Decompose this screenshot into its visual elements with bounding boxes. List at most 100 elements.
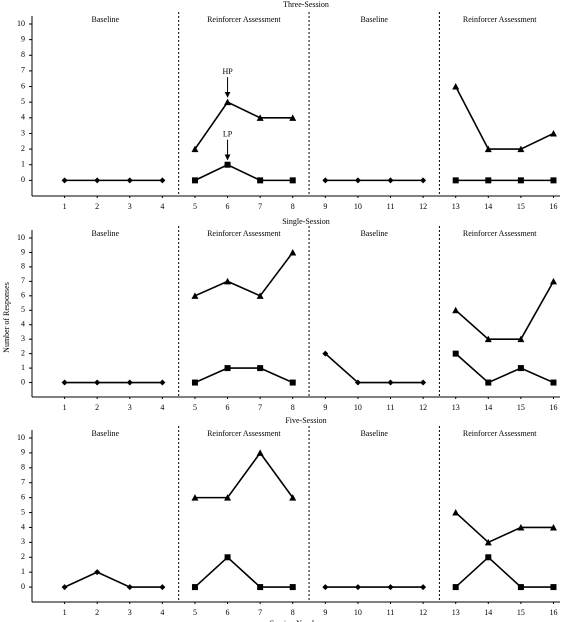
series-line: [194, 251, 555, 340]
x-tick-label: 7: [258, 202, 262, 211]
series-line: [194, 556, 554, 588]
series-line: [64, 353, 424, 384]
x-tick-label: 10: [354, 403, 362, 412]
phase-label: Reinforcer Assessment: [463, 15, 537, 24]
y-tick-label: 9: [21, 448, 25, 457]
marker-triangle: [484, 538, 492, 546]
y-tick-label: 1: [21, 363, 25, 372]
phase-label: Reinforcer Assessment: [207, 229, 281, 238]
marker-diamond: [126, 584, 133, 591]
x-tick-label: 1: [63, 403, 67, 412]
marker-diamond: [159, 379, 166, 386]
marker-diamond: [126, 379, 133, 386]
marker-triangle: [484, 335, 492, 343]
x-tick-label: 7: [258, 608, 262, 617]
y-tick-label: 4: [21, 522, 25, 531]
x-axis-label: Session Number: [270, 619, 323, 622]
marker-diamond: [94, 569, 101, 576]
x-tick-label: 5: [193, 403, 197, 412]
y-tick-label: 1: [21, 567, 25, 576]
y-tick-label: 6: [21, 492, 25, 501]
x-tick-label: 15: [517, 202, 525, 211]
marker-diamond: [420, 379, 427, 386]
marker-diamond: [159, 584, 166, 591]
x-tick-label: 7: [258, 403, 262, 412]
marker-square: [485, 177, 492, 184]
marker-diamond: [322, 350, 329, 357]
marker-square: [191, 584, 198, 591]
x-tick-label: 12: [419, 202, 427, 211]
marker-triangle: [256, 114, 264, 121]
x-tick-label: 9: [323, 202, 327, 211]
panel-title: Single-Session: [282, 217, 330, 226]
marker-square: [485, 554, 492, 561]
y-tick-label: 6: [21, 291, 25, 300]
marker-triangle: [256, 449, 264, 456]
marker-triangle: [517, 335, 525, 343]
x-tick-label: 2: [95, 403, 99, 412]
marker-square: [452, 350, 459, 357]
x-tick-label: 8: [291, 608, 295, 617]
marker-triangle: [549, 523, 557, 531]
y-tick-label: 5: [21, 507, 25, 516]
y-tick-label: 5: [21, 305, 25, 314]
x-tick-label: 11: [387, 403, 395, 412]
x-tick-label: 13: [452, 608, 460, 617]
marker-triangle: [224, 98, 232, 106]
y-tick-label: 3: [21, 128, 25, 137]
y-tick-label: 4: [21, 113, 25, 122]
y-tick-label: 10: [17, 233, 25, 242]
marker-triangle: [289, 114, 297, 121]
x-tick-label: 5: [193, 202, 197, 211]
x-tick-label: 9: [323, 608, 327, 617]
x-tick-label: 10: [354, 202, 362, 211]
phase-label: Baseline: [360, 429, 388, 438]
marker-triangle: [517, 523, 525, 531]
x-tick-label: 4: [160, 403, 164, 412]
marker-triangle: [484, 145, 492, 153]
marker-triangle: [549, 277, 557, 285]
x-tick-label: 11: [387, 608, 395, 617]
x-tick-label: 1: [63, 608, 67, 617]
y-tick-label: 3: [21, 537, 25, 546]
marker-diamond: [387, 379, 394, 386]
phase-label: Baseline: [360, 229, 388, 238]
x-tick-label: 3: [128, 202, 132, 211]
marker-square: [257, 365, 264, 372]
marker-square: [550, 177, 557, 184]
marker-triangle: [256, 292, 264, 299]
phase-label: Reinforcer Assessment: [463, 429, 537, 438]
x-tick-label: 6: [226, 202, 230, 211]
marker-square: [485, 379, 492, 386]
x-tick-label: 14: [484, 403, 492, 412]
x-tick-label: 9: [323, 403, 327, 412]
series-line: [64, 571, 424, 588]
x-tick-label: 1: [63, 202, 67, 211]
marker-square: [452, 177, 459, 184]
y-tick-label: 0: [21, 377, 25, 386]
marker-triangle: [289, 248, 297, 256]
x-tick-label: 15: [517, 608, 525, 617]
y-tick-label: 3: [21, 334, 25, 343]
marker-triangle: [191, 292, 199, 299]
x-tick-label: 12: [419, 608, 427, 617]
x-tick-label: 5: [193, 608, 197, 617]
marker-triangle: [452, 83, 460, 90]
marker-diamond: [159, 177, 166, 184]
marker-square: [289, 177, 296, 184]
phase-label: Baseline: [92, 15, 120, 24]
marker-triangle: [191, 145, 199, 153]
panel-title: Three-Session: [283, 0, 329, 9]
series-line: [194, 86, 554, 150]
x-tick-label: 12: [419, 403, 427, 412]
marker-square: [550, 379, 557, 386]
marker-triangle: [549, 129, 557, 137]
x-tick-label: 15: [517, 403, 525, 412]
marker-square: [191, 177, 198, 184]
x-tick-label: 3: [128, 608, 132, 617]
marker-square: [257, 584, 264, 591]
marker-diamond: [61, 379, 68, 386]
x-tick-label: 4: [160, 608, 164, 617]
y-tick-label: 4: [21, 320, 25, 329]
